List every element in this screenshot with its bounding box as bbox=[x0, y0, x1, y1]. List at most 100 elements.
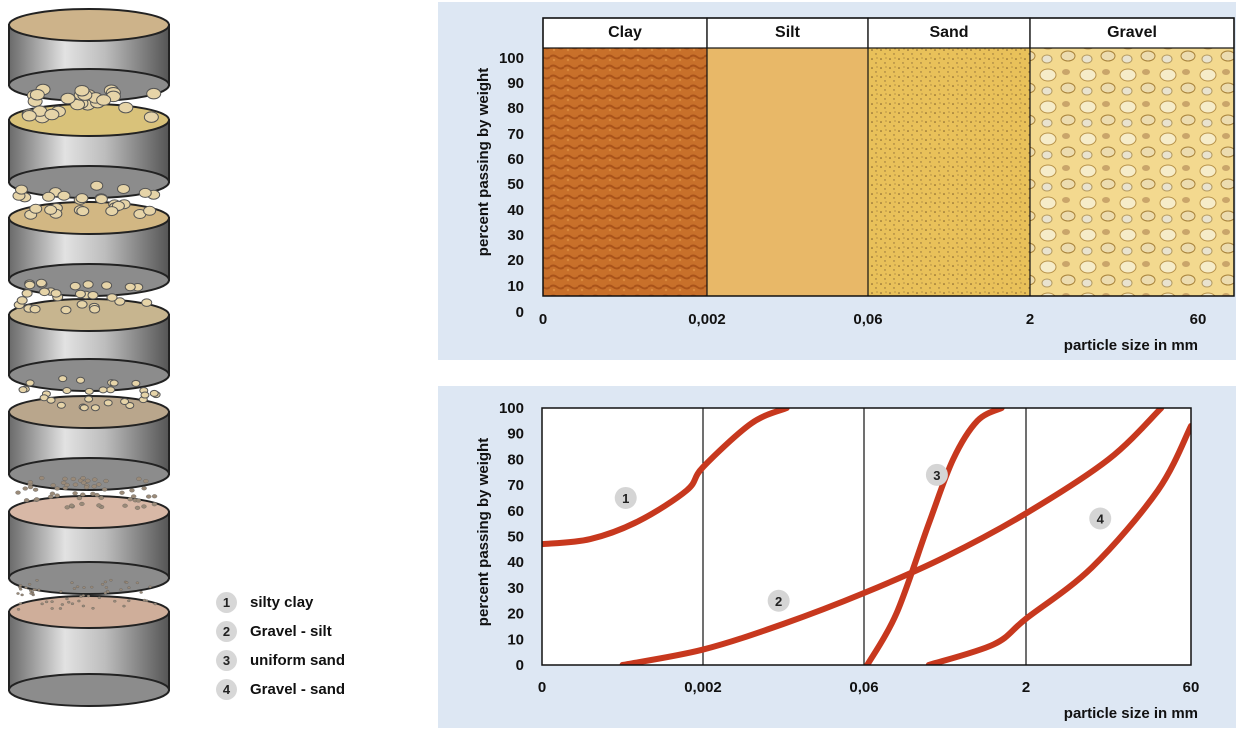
falling-grain bbox=[127, 586, 131, 589]
y-tick-label: 40 bbox=[507, 554, 524, 571]
curves bbox=[542, 408, 1191, 665]
falling-grain bbox=[138, 187, 152, 198]
falling-grain bbox=[82, 586, 86, 589]
falling-grain bbox=[75, 193, 89, 204]
falling-grain bbox=[100, 583, 105, 586]
falling-grain bbox=[96, 503, 102, 508]
soil-class-header: Clay bbox=[608, 24, 642, 41]
falling-grain bbox=[90, 491, 96, 496]
falling-grain bbox=[77, 599, 81, 603]
falling-grain bbox=[83, 485, 90, 490]
x-axis-label: particle size in mm bbox=[1064, 337, 1198, 354]
falling-grain bbox=[84, 395, 94, 403]
falling-grain bbox=[127, 497, 133, 502]
falling-grain bbox=[109, 578, 113, 582]
y-tick-label: 10 bbox=[507, 631, 524, 648]
falling-grain bbox=[65, 597, 69, 601]
falling-grain bbox=[58, 375, 68, 383]
falling-grain bbox=[82, 280, 94, 289]
soil-class-band bbox=[868, 48, 1030, 296]
falling-grain bbox=[54, 493, 60, 498]
falling-grain bbox=[141, 504, 147, 509]
falling-grain bbox=[103, 478, 109, 484]
falling-grain bbox=[90, 180, 104, 191]
falling-grain bbox=[80, 476, 86, 481]
falling-grain bbox=[72, 482, 79, 487]
falling-grain bbox=[106, 293, 118, 302]
falling-grain bbox=[148, 585, 152, 589]
sieve-bottom bbox=[8, 673, 170, 707]
falling-grain bbox=[101, 487, 108, 492]
falling-grain bbox=[40, 602, 44, 606]
falling-grain bbox=[141, 298, 153, 307]
x-tick-label: 60 bbox=[1190, 311, 1207, 328]
falling-grain bbox=[60, 92, 76, 105]
falling-grain bbox=[60, 480, 67, 485]
legend-number-badge: 3 bbox=[216, 650, 237, 671]
falling-grain bbox=[79, 501, 85, 506]
falling-grain bbox=[114, 297, 126, 306]
falling-grain bbox=[76, 300, 88, 309]
falling-grain bbox=[134, 505, 141, 510]
y-tick-label: 90 bbox=[507, 426, 524, 443]
legend-number-badge: 1 bbox=[216, 592, 237, 613]
falling-grain bbox=[49, 491, 56, 496]
sieve-bottom bbox=[8, 263, 170, 297]
x-tick-label: 60 bbox=[1183, 679, 1200, 696]
falling-grain bbox=[59, 590, 63, 593]
falling-grain bbox=[46, 396, 56, 404]
falling-grain bbox=[38, 287, 50, 297]
falling-grain bbox=[68, 503, 75, 508]
sieve-contents bbox=[8, 495, 170, 529]
falling-grain bbox=[89, 305, 101, 314]
legend-label: uniform sand bbox=[250, 652, 346, 669]
falling-grain bbox=[69, 281, 81, 291]
y-tick-label: 10 bbox=[507, 278, 524, 295]
falling-grain bbox=[70, 581, 74, 584]
falling-grain bbox=[140, 391, 150, 399]
falling-grain bbox=[42, 191, 56, 202]
falling-grain bbox=[15, 490, 21, 495]
falling-grain bbox=[79, 404, 89, 412]
legend-number-badge: 2 bbox=[216, 621, 237, 642]
falling-grain bbox=[87, 290, 99, 300]
falling-grain bbox=[74, 84, 90, 97]
falling-grain bbox=[56, 401, 66, 409]
curve-1 bbox=[542, 408, 790, 548]
falling-grain bbox=[18, 386, 28, 394]
falling-grain bbox=[35, 579, 39, 582]
legend-number-badge: 4 bbox=[216, 679, 237, 700]
curve-number-label: 2 bbox=[775, 594, 782, 609]
falling-grain bbox=[29, 592, 33, 595]
falling-grain bbox=[122, 604, 126, 608]
y-axis-label: percent passing by weight bbox=[475, 68, 492, 256]
falling-grain bbox=[44, 204, 58, 215]
falling-grain bbox=[76, 206, 90, 217]
falling-grain bbox=[16, 608, 21, 611]
curve-number-label: 3 bbox=[933, 468, 940, 483]
falling-grain bbox=[94, 194, 108, 205]
falling-grain bbox=[129, 488, 135, 493]
falling-grain bbox=[39, 476, 45, 481]
y-tick-label: 100 bbox=[499, 50, 524, 67]
legend-item: 2 Gravel - silt bbox=[216, 617, 345, 646]
curve-number-badge bbox=[767, 589, 790, 612]
y-tick-label: 80 bbox=[507, 451, 524, 468]
falling-grain bbox=[151, 502, 158, 507]
falling-grain bbox=[27, 485, 34, 490]
falling-grain bbox=[60, 603, 65, 606]
falling-grain bbox=[109, 379, 119, 387]
falling-grain bbox=[135, 498, 142, 503]
sieve-contents bbox=[8, 8, 170, 42]
x-tick-label: 2 bbox=[1022, 679, 1030, 696]
falling-grain bbox=[29, 203, 43, 214]
legend-label: Gravel - sand bbox=[250, 681, 346, 698]
falling-grain bbox=[35, 278, 47, 288]
y-tick-label: 60 bbox=[507, 503, 524, 520]
falling-grain bbox=[149, 389, 159, 397]
falling-grain bbox=[62, 387, 72, 395]
falling-grain bbox=[22, 486, 28, 491]
soil-class-header: Gravel bbox=[1107, 24, 1157, 41]
falling-grain bbox=[32, 487, 39, 492]
falling-grain bbox=[62, 486, 69, 491]
